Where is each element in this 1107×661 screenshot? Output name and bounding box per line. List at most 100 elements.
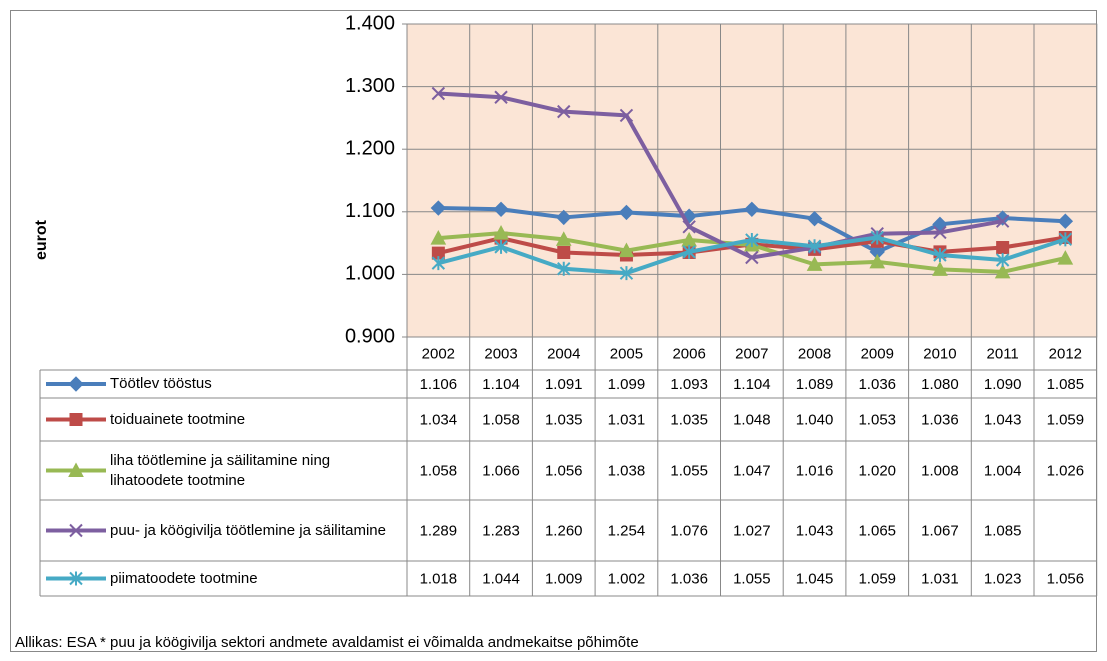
table-value: 1.056 [1047, 570, 1085, 587]
x-tick-label: 2008 [798, 345, 831, 362]
data-point [431, 256, 446, 271]
table-value: 1.106 [420, 376, 458, 393]
data-point [744, 201, 760, 218]
table-value: 1.085 [984, 522, 1022, 539]
table-value: 1.283 [482, 522, 520, 539]
table-value: 1.080 [921, 376, 959, 393]
table-value: 1.031 [921, 570, 959, 587]
data-point [1057, 250, 1074, 265]
legend-marker [69, 413, 83, 426]
x-tick-label: 2005 [610, 345, 643, 362]
data-point [618, 204, 635, 221]
data-point [430, 200, 447, 216]
table-value: 1.016 [796, 462, 834, 479]
x-tick-label: 2006 [672, 345, 705, 362]
x-tick-label: 2003 [484, 345, 517, 362]
y-tick-label: 1.300 [345, 75, 395, 97]
table-value: 1.090 [984, 376, 1022, 393]
table-value: 1.035 [670, 411, 708, 428]
table-value: 1.038 [608, 462, 646, 479]
y-axis-label: eurot [33, 219, 50, 260]
table-value: 1.056 [545, 462, 583, 479]
y-tick-label: 1.000 [345, 263, 395, 285]
data-point [1058, 232, 1073, 247]
footnote: Allikas: ESA * puu ja köögivilja sektori… [15, 634, 639, 651]
table-value: 1.040 [796, 411, 834, 428]
data-point [494, 239, 508, 254]
legend-marker [68, 376, 84, 392]
data-point [619, 266, 634, 281]
y-tick-label: 1.400 [345, 12, 395, 34]
table-value: 1.027 [733, 522, 771, 539]
x-tick-label: 2011 [987, 345, 1019, 362]
data-point [682, 244, 696, 259]
table-value: 1.066 [482, 462, 520, 479]
table-value: 1.058 [420, 462, 458, 479]
data-point [619, 108, 634, 123]
data-point [555, 231, 572, 246]
legend-marker [68, 462, 84, 477]
legend-label: liha töötlemine ja säilitamine ning liha… [110, 451, 331, 489]
data-point [745, 250, 759, 265]
table-value: 1.031 [608, 411, 646, 428]
data-point [557, 245, 571, 259]
table-value: 1.085 [1047, 376, 1085, 393]
table-value: 1.043 [796, 522, 834, 539]
table-value: 1.104 [482, 376, 520, 393]
table-value: 1.091 [545, 376, 583, 393]
legend-label: toiduainete tootmine [110, 410, 246, 428]
table-value: 1.036 [670, 570, 708, 587]
legend-label: Töötlev tööstus [110, 375, 212, 392]
table-value: 1.048 [733, 411, 771, 428]
series-line [438, 91, 1004, 260]
table-value: 1.059 [858, 570, 896, 587]
table-value: 1.289 [420, 522, 458, 539]
table-value: 1.076 [670, 522, 708, 539]
table-value: 1.036 [858, 376, 896, 393]
x-tick-label: 2010 [923, 345, 956, 362]
table-value: 1.020 [858, 462, 896, 479]
table-value: 1.002 [608, 570, 646, 587]
table-value: 1.059 [1047, 411, 1085, 428]
table-value: 1.035 [545, 411, 583, 428]
data-point [1057, 213, 1074, 229]
table-value: 1.045 [796, 570, 834, 587]
table-value: 1.055 [733, 570, 771, 587]
data-point [869, 253, 886, 269]
table-value: 1.260 [545, 522, 583, 539]
data-point [933, 247, 947, 262]
table-value: 1.047 [733, 462, 771, 479]
table-value: 1.009 [545, 570, 583, 587]
table-value: 1.058 [482, 411, 520, 428]
table-value: 1.008 [921, 462, 959, 479]
data-point [806, 210, 823, 227]
data-point [431, 246, 445, 260]
table-value: 1.023 [984, 570, 1022, 587]
data-point [556, 209, 572, 226]
y-tick-label: 0.900 [345, 325, 395, 347]
legend-label: puu- ja köögivilja töötlemine ja säilita… [110, 521, 386, 539]
data-point [996, 240, 1010, 254]
table-value: 1.093 [670, 376, 708, 393]
data-point [618, 242, 635, 258]
data-point [682, 220, 696, 234]
data-point [932, 261, 948, 276]
legend-marker [69, 571, 83, 586]
data-point [994, 263, 1011, 279]
x-tick-label: 2009 [861, 345, 894, 362]
table-value: 1.254 [608, 522, 646, 539]
table-value: 1.043 [984, 411, 1022, 428]
data-point [430, 230, 447, 245]
data-point [933, 225, 947, 240]
data-point [807, 239, 822, 254]
y-tick-label: 1.200 [345, 137, 395, 159]
data-point [557, 104, 571, 119]
data-point [494, 90, 508, 104]
table-value: 1.067 [921, 522, 959, 539]
table-value: 1.053 [858, 411, 896, 428]
data-point [745, 232, 759, 247]
table-value: 1.055 [670, 462, 708, 479]
plot-area [406, 23, 1098, 338]
